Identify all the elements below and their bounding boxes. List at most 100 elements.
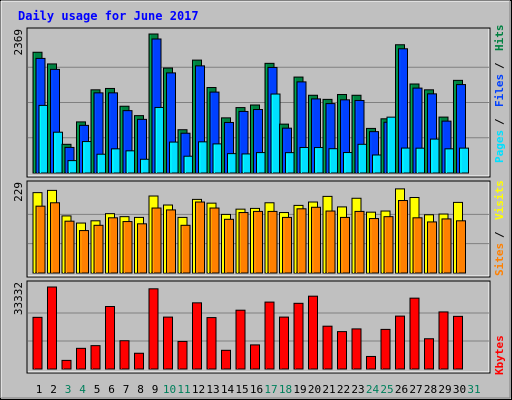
bar-kbytes [424, 338, 434, 370]
bar-kbytes [366, 355, 376, 370]
bar-kbytes [337, 331, 347, 370]
day-label: 3 [65, 383, 72, 396]
bar-sites [383, 216, 394, 274]
bar-sites [166, 209, 176, 274]
bar-kbytes [32, 316, 43, 370]
day-label: 31 [467, 383, 480, 396]
day-label: 7 [123, 383, 130, 396]
day-label: 25 [380, 383, 393, 396]
day-label: 21 [322, 383, 335, 396]
bar-kbytes [192, 302, 202, 370]
bar-sites [108, 217, 118, 274]
bar-kbytes [438, 311, 449, 370]
bar-kbytes [47, 286, 57, 370]
bar-sites [209, 207, 220, 274]
bar-kbytes [119, 340, 130, 370]
bar-sites [35, 205, 46, 274]
day-label: 30 [453, 383, 466, 396]
day-label: 8 [137, 383, 144, 396]
day-label: 10 [163, 383, 176, 396]
bar-sites [253, 210, 263, 274]
bar-kbytes [177, 340, 188, 370]
day-label: 18 [279, 383, 292, 396]
day-label: 11 [177, 383, 190, 396]
bar-kbytes [61, 359, 72, 370]
day-label: 20 [308, 383, 321, 396]
day-label: 27 [409, 383, 422, 396]
bar-sites [79, 230, 89, 274]
legend-files: Files [493, 74, 506, 107]
day-label: 24 [366, 383, 380, 396]
legend-visits: Visits [493, 180, 506, 220]
bar-kbytes [90, 345, 101, 370]
bar-kbytes [409, 297, 420, 370]
bar-sites [296, 208, 307, 274]
bar-kbytes [453, 315, 463, 370]
bar-sites [180, 224, 191, 274]
day-label: 12 [192, 383, 205, 396]
bar-kbytes [264, 301, 275, 370]
day-label: 22 [337, 383, 350, 396]
bar-sites [282, 216, 292, 274]
bar-sites [340, 216, 350, 274]
bar-kbytes [105, 306, 115, 370]
bar-kbytes [380, 328, 391, 370]
bar-sites [456, 220, 466, 274]
legend-kbytes: Kbytes [493, 335, 506, 375]
day-label: 9 [152, 383, 159, 396]
day-label: 13 [206, 383, 219, 396]
bar-sites [64, 220, 75, 274]
legend-pages: Pages [493, 130, 506, 163]
bar-sites [195, 201, 205, 274]
bar-sites [267, 210, 278, 274]
bar-sites [325, 210, 336, 274]
day-label: 28 [424, 383, 437, 396]
bar-sites [137, 223, 147, 274]
y-max-label: 33332 [12, 282, 25, 315]
day-label: 19 [293, 383, 306, 396]
legend-sites: Sites [493, 243, 506, 276]
bar-kbytes [395, 315, 405, 370]
bar-sites [122, 221, 133, 274]
chart-title: Daily usage for June 2017 [18, 9, 199, 23]
bar-kbytes [134, 352, 144, 370]
bar-pages [459, 147, 469, 174]
bar-kbytes [235, 309, 246, 370]
day-label: 2 [50, 383, 57, 396]
legend-hits: Hits [493, 25, 506, 52]
bar-sites [224, 218, 234, 274]
bar-sites [427, 221, 437, 274]
day-label: 15 [235, 383, 248, 396]
bar-kbytes [308, 295, 318, 370]
bar-sites [238, 212, 249, 274]
bar-kbytes [293, 302, 304, 370]
day-label: 4 [79, 383, 86, 396]
day-label: 5 [94, 383, 101, 396]
day-label: 16 [250, 383, 263, 396]
day-label: 17 [264, 383, 277, 396]
y-max-label: 229 [12, 182, 25, 202]
bar-kbytes [351, 328, 362, 370]
bar-kbytes [250, 344, 260, 370]
bar-sites [151, 207, 162, 274]
bar-sites [369, 218, 379, 274]
day-label: 26 [395, 383, 408, 396]
day-label: 6 [108, 383, 115, 396]
bar-kbytes [76, 347, 86, 370]
bar-sites [311, 206, 321, 274]
bar-sites [354, 210, 365, 274]
bar-kbytes [322, 325, 333, 370]
day-label: 14 [221, 383, 235, 396]
bar-sites [441, 218, 452, 274]
bar-kbytes [279, 316, 289, 370]
legend-separator: / [493, 231, 506, 238]
day-label: 29 [438, 383, 451, 396]
day-label: 1 [36, 383, 43, 396]
day-label: 23 [351, 383, 364, 396]
bar-sites [412, 217, 423, 274]
bar-sites [50, 202, 60, 274]
bar-sites [398, 200, 408, 274]
bar-sites [93, 224, 104, 274]
y-max-label: 2369 [12, 29, 25, 56]
